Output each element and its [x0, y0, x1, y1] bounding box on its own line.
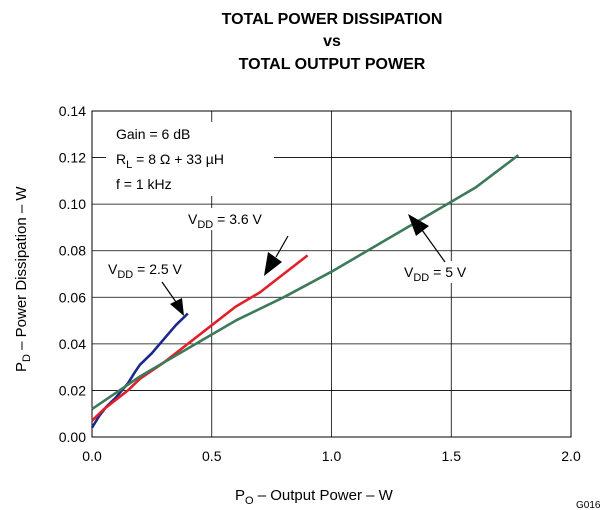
x-tick-labels: 0.0 0.5 1.0 1.5 2.0: [82, 448, 581, 464]
y-tick-label: 0.04: [59, 336, 86, 352]
label-bg-3-6v: [185, 208, 285, 230]
x-tick-label: 2.0: [561, 448, 581, 464]
y-tick-label: 0.00: [59, 429, 86, 445]
series-line-2-5v: [90, 312, 189, 429]
series-line-5v: [91, 154, 520, 411]
arrow-2-5v: [161, 281, 184, 316]
x-tick-label: 1.5: [442, 448, 462, 464]
y-tick-label: 0.14: [59, 103, 86, 119]
series-line-3-6v: [91, 254, 309, 422]
chart-title-line-1: TOTAL POWER DISSIPATION: [221, 11, 443, 28]
label-bg-2-5v: [104, 258, 204, 280]
y-tick-label: 0.06: [59, 289, 86, 305]
chart-title-line-3: TOTAL OUTPUT POWER: [238, 56, 426, 73]
x-tick-label: 0.0: [82, 448, 102, 464]
y-tick-label: 0.10: [59, 196, 86, 212]
y-tick-label: 0.12: [59, 150, 86, 166]
series-label-3-6v: VDD = 3.6 V: [188, 211, 263, 231]
arrow-3-6v: [264, 235, 289, 276]
series-label-2-5v: VDD = 2.5 V: [108, 261, 183, 281]
conditions-background: [106, 122, 274, 196]
y-tick-label: 0.08: [59, 243, 86, 259]
y-tick-labels: 0.00 0.02 0.04 0.06 0.08 0.10 0.12 0.14: [59, 103, 86, 445]
condition-gain: Gain = 6 dB: [116, 126, 190, 142]
y-tick-label: 0.02: [59, 382, 86, 398]
y-axis-label: PD – Power Dissipation – W: [13, 186, 33, 372]
series-lines: [90, 154, 520, 429]
label-bg-5v: [400, 261, 490, 283]
x-axis-label: PO – Output Power – W: [235, 487, 394, 507]
condition-frequency: f = 1 kHz: [116, 176, 172, 192]
condition-load: RL = 8 Ω + 33 µH: [116, 151, 224, 171]
chart-title-line-2: vs: [323, 33, 341, 50]
figure-code: G016: [576, 500, 601, 510]
series-label-5v: VDD = 5 V: [404, 264, 467, 284]
plot-frame: [91, 110, 572, 438]
arrow-5v: [408, 214, 446, 263]
x-tick-label: 1.0: [322, 448, 342, 464]
x-tick-label: 0.5: [202, 448, 222, 464]
